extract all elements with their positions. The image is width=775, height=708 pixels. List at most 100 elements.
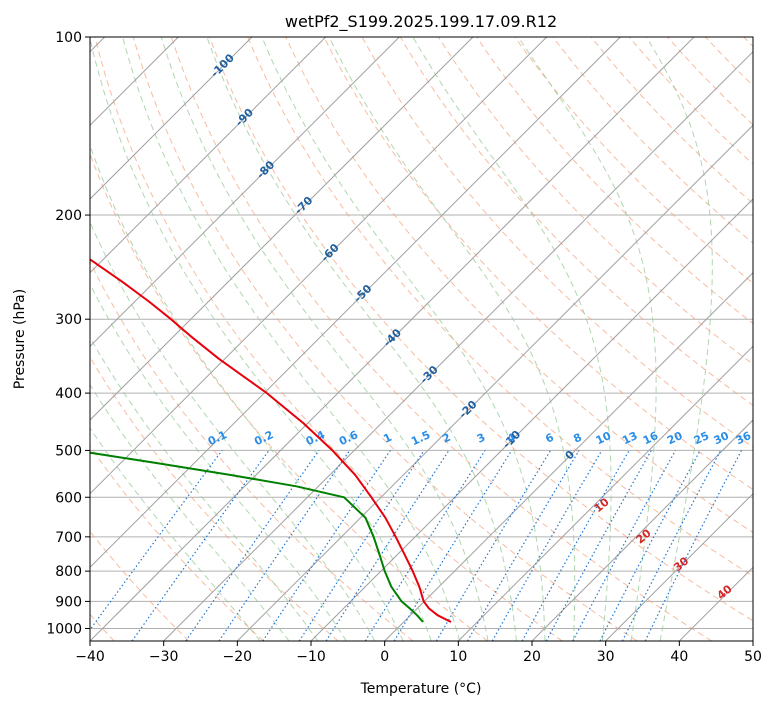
isotherm-line (90, 37, 695, 641)
mixing-ratio-label: 25 (692, 429, 711, 447)
mixing-ratio-label: 16 (641, 429, 661, 447)
dry-adiabat-line (247, 37, 753, 577)
mixing-ratio-line (298, 450, 425, 641)
moist-adiabat-line (90, 220, 376, 641)
mixing-ratio-label: 0.4 (304, 428, 327, 448)
dry-adiabat-label: 40 (715, 582, 735, 602)
mixing-ratio-lines (90, 450, 743, 641)
mixing-ratio-label: 1 (381, 431, 393, 446)
y-axis-label: Pressure (hPa) (12, 289, 28, 389)
moist-adiabat-line (90, 383, 290, 641)
y-tick-label: 1000 (46, 621, 82, 637)
x-tick-label: 10 (449, 649, 467, 665)
y-tick-label: 200 (55, 208, 82, 224)
mixing-ratio-line (393, 450, 513, 641)
dry-adiabat-label: 20 (634, 526, 654, 546)
dry-adiabat-label: 10 (592, 495, 612, 515)
dry-adiabat-line (705, 37, 753, 87)
mixing-ratio-label: 13 (620, 429, 639, 447)
isotherm-line (678, 566, 753, 641)
pressure-gridlines (90, 37, 753, 629)
y-tick-label: 700 (55, 530, 82, 546)
mixing-ratio-label: 10 (594, 429, 614, 447)
y-axis: 100 200 300 400 500 600 700 800 900 1000 (46, 30, 90, 637)
dewpoint-line (90, 451, 424, 623)
y-tick-label: 800 (55, 564, 82, 580)
mixing-ratio-label: 36 (734, 429, 754, 447)
moist-adiabat-line (122, 37, 461, 641)
moist-adiabat-line (261, 37, 546, 641)
mixing-ratio-line (364, 450, 486, 641)
mixing-ratio-line (131, 450, 270, 641)
dry-adiabat-line (94, 37, 563, 641)
mixing-ratio-label: 2 (440, 431, 452, 446)
isotherm-line (605, 492, 753, 641)
mixing-ratio-line (572, 450, 677, 641)
isotherm-line (90, 37, 548, 495)
y-tick-label: 600 (55, 490, 82, 506)
isotherm-line (457, 345, 753, 641)
y-tick-label: 500 (55, 443, 82, 459)
dry-adiabat-line (628, 37, 753, 165)
x-tick-label: −10 (296, 649, 326, 665)
mixing-ratio-line (325, 450, 450, 641)
mixing-ratio-label: 3 (475, 431, 487, 446)
isotherm-line (90, 37, 474, 421)
isotherm-line (752, 640, 753, 641)
mixing-ratio-line (435, 450, 552, 641)
isotherm-line (384, 271, 753, 641)
isotherm-line (310, 198, 753, 641)
dry-adiabat-line (209, 37, 753, 622)
mixing-ratio-line (262, 450, 391, 641)
moist-adiabat-line (160, 37, 489, 641)
x-axis-label: Temperature (°C) (360, 681, 482, 697)
y-tick-label: 300 (55, 312, 82, 328)
isotherm-line (90, 37, 253, 200)
plot-area: -100-90-80-70-60-50-40-30-20-1000.1 0.2 0.… (90, 37, 754, 641)
mixing-ratio-label: 30 (712, 429, 732, 447)
x-tick-label: −30 (149, 649, 179, 665)
isotherm-line (90, 37, 621, 569)
plot-frame (89, 36, 754, 642)
moist-adiabat-line (328, 37, 576, 641)
isotherm-line (531, 419, 753, 641)
isotherm-line (163, 50, 753, 641)
dry-adiabat-line (90, 445, 264, 641)
dry-adiabat-line (476, 37, 753, 325)
dry-adiabat-line (399, 37, 753, 406)
mixing-ratio-line (466, 450, 580, 641)
dry-adiabat-line (590, 37, 753, 205)
moist-adiabat-line (90, 283, 347, 641)
dry-adiabat-line (323, 37, 753, 491)
isotherm-line (90, 37, 327, 274)
mixing-ratio-line (90, 450, 223, 631)
moist-adiabat-line (646, 37, 713, 641)
mixing-ratio-line (521, 450, 630, 641)
dry-adiabat-line (90, 152, 488, 641)
moist-adiabat-line (90, 336, 319, 641)
y-tick-label: 400 (55, 386, 82, 402)
moist-adiabat-line (90, 37, 432, 641)
series-layer (90, 258, 452, 623)
moist-adiabat-line (206, 37, 517, 641)
mixing-ratio-line (599, 450, 701, 641)
dry-adiabat-line (170, 37, 712, 641)
dry-adiabat-line (552, 37, 753, 244)
temperature-line (90, 258, 452, 623)
x-tick-label: 0 (380, 649, 389, 665)
dry-adiabat-line (132, 37, 638, 641)
mixing-ratio-line (491, 450, 603, 641)
dry-adiabat-line (90, 356, 339, 641)
mixing-ratio-label: 1.5 (409, 428, 432, 448)
x-tick-label: 50 (744, 649, 762, 665)
x-axis: −40 −30 −20 −10 0 10 20 30 40 50 (75, 641, 762, 665)
dry-adiabat-line (90, 530, 190, 641)
x-tick-label: 30 (597, 649, 615, 665)
x-tick-label: −20 (223, 649, 253, 665)
y-tick-label: 100 (55, 30, 82, 46)
mixing-ratio-label: 20 (665, 429, 685, 447)
dry-adiabat-line (90, 260, 414, 641)
moist-adiabat-line (90, 427, 261, 641)
dry-adiabat-line (437, 37, 753, 365)
